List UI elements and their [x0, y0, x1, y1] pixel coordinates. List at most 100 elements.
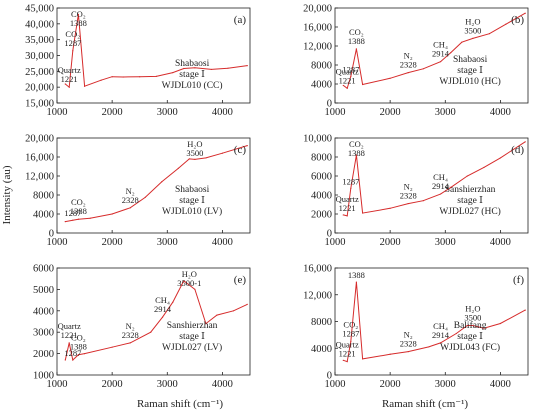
y-tick-label: 3000: [33, 328, 54, 339]
spectrum-point: [227, 67, 229, 69]
panel-f: 0 4000 8000 12,000 16,000 1000 2000 3000 4000 (f)…: [303, 264, 529, 390]
y-tick-label: 6000: [33, 264, 54, 275]
y-tick-label: 0: [49, 229, 54, 240]
y-tick-label: 4000: [33, 210, 54, 221]
peak-wavenumber: 1388: [348, 36, 365, 46]
peak-wavenumber: 2914: [432, 181, 450, 191]
y-tick-label: 4000: [33, 306, 54, 317]
peak-wavenumber: 3500: [464, 25, 481, 35]
x-tick-label: 4000: [212, 237, 233, 248]
peak-label: CO₂: [349, 27, 364, 37]
peak-wavenumber: 1287: [64, 38, 81, 48]
spectrum-point: [461, 41, 463, 43]
spectrum-point: [68, 86, 70, 88]
sample-info-line: Balifang: [454, 320, 487, 331]
spectrum-point: [177, 167, 179, 169]
x-tick-label: 2000: [380, 107, 401, 118]
peak-label: CH₄: [433, 321, 448, 331]
spectrum-point: [361, 212, 364, 214]
peak-label: CO₂: [343, 320, 358, 330]
spectrum-point: [350, 187, 352, 189]
spectrum-point: [342, 84, 344, 87]
sample-info-line: Shabaosi: [175, 185, 210, 195]
peak-label: CH₄: [433, 40, 448, 50]
x-tick-label: 1000: [47, 379, 68, 390]
spectrum-point: [346, 87, 348, 89]
x-tick-label: 2000: [102, 107, 123, 118]
spectrum-point: [139, 76, 141, 78]
peak-wavenumber: 2914: [432, 49, 450, 59]
y-tick-label: 2000: [33, 349, 54, 360]
spectrum-point: [77, 218, 79, 220]
sample-info-line: Shabaosi: [453, 55, 488, 65]
peak-label: N₂: [404, 330, 413, 340]
peak-label: CO₂: [71, 197, 86, 207]
spectrum-point: [216, 314, 218, 316]
y-tick-label: 25,000: [25, 67, 54, 78]
panel-label: (b): [511, 14, 524, 26]
peak-wavenumber: 1388: [348, 148, 365, 158]
y-tick-label: 30,000: [25, 51, 54, 62]
spectrum-point: [161, 181, 163, 183]
spectrum-point: [346, 361, 348, 363]
sample-info-line: stage Ⅰ: [179, 332, 205, 342]
spectrum-point: [188, 158, 190, 160]
spectrum-line: [343, 141, 526, 217]
sample-info-line: stage Ⅰ: [457, 66, 483, 76]
peak-wavenumber: 2328: [122, 330, 139, 340]
spectrum-point: [129, 207, 131, 209]
sample-info-line: WJDL010 (LV): [162, 206, 222, 217]
sample-info-line: stage Ⅰ: [457, 332, 483, 342]
spectrum-point: [466, 324, 468, 327]
y-tick-label: 20,000: [25, 83, 54, 94]
y-tick-label: 12,000: [303, 42, 332, 53]
peak-wavenumber: 2328: [122, 195, 139, 205]
peak-label: Quartz: [58, 321, 81, 331]
y-tick-label: 8000: [311, 153, 332, 164]
spectrum-point: [232, 310, 235, 312]
spectrum-point: [64, 221, 66, 223]
peak-label: 1287: [64, 208, 81, 218]
peak-label: H₂O: [182, 269, 197, 279]
peak-label: N₂: [404, 51, 413, 61]
spectrum-point: [100, 79, 102, 81]
spectrum-point: [72, 359, 74, 361]
y-tick-label: 15,000: [25, 99, 54, 110]
spectrum-point: [361, 83, 364, 86]
peak-label: Quartz: [58, 65, 81, 75]
spectrum-point: [194, 288, 196, 290]
peak-wavenumber: 1221: [339, 349, 356, 359]
spectrum-point: [439, 61, 442, 63]
spectrum-point: [499, 157, 502, 159]
spectrum-point: [194, 67, 196, 69]
spectrum-line: [65, 145, 248, 223]
spectrum-point: [221, 152, 224, 154]
spectrum-point: [472, 324, 474, 327]
spectrum-point: [422, 68, 424, 70]
peak-label: 1388: [348, 270, 365, 280]
spectrum-point: [210, 68, 212, 71]
peak-label: N₂: [126, 186, 135, 196]
peak-label: N₂: [404, 182, 413, 192]
spectrum-point: [111, 76, 113, 78]
y-tick-label: 8000: [33, 191, 54, 202]
peak-wavenumber: 3500: [464, 313, 481, 323]
sample-info-line: Sanshierzhan: [445, 185, 496, 195]
y-tick-label: 4000: [311, 80, 332, 91]
y-tick-label: 20,000: [303, 4, 332, 15]
panel-label: (c): [234, 144, 247, 156]
peak-wavenumber: 1221: [61, 74, 78, 84]
sample-info-line: WJDL027 (LV): [162, 342, 222, 353]
peak-label: 1287: [342, 176, 359, 186]
spectrum-point: [150, 331, 152, 333]
y-tick-label: 1000: [33, 371, 54, 382]
spectrum-point: [64, 83, 66, 85]
y-tick-label: 16,000: [303, 23, 332, 34]
panel-label: (a): [234, 14, 247, 26]
y-tick-label: 8000: [311, 61, 332, 72]
spectrum-point: [342, 359, 344, 361]
spectrum-point: [499, 322, 502, 325]
x-tick-label: 1000: [47, 237, 68, 248]
sample-info-line: Shabaosi: [175, 59, 210, 69]
peak-wavenumber: 1287: [342, 329, 359, 339]
